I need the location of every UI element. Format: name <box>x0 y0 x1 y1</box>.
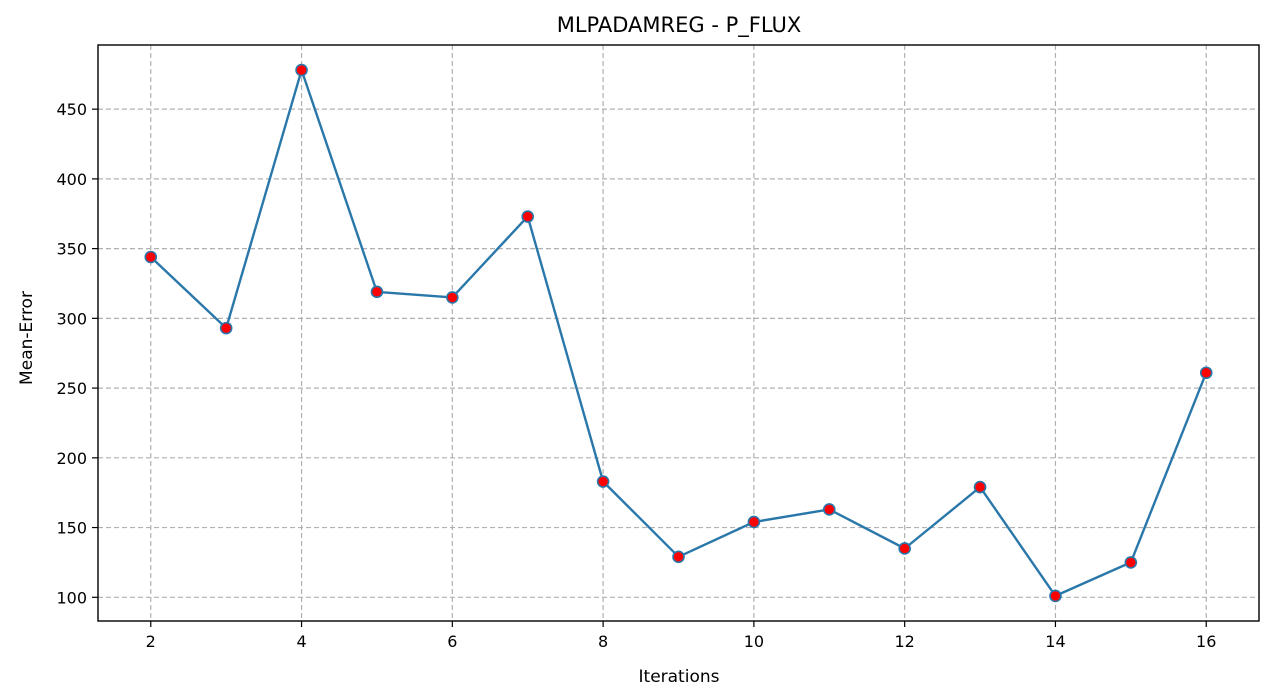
data-point <box>747 515 761 529</box>
x-tick-label: 4 <box>296 632 306 651</box>
y-tick-label: 400 <box>56 170 87 189</box>
data-point <box>822 503 836 516</box>
y-tick-label: 300 <box>56 309 87 328</box>
data-point <box>1199 366 1213 380</box>
y-tick-label: 100 <box>56 588 87 607</box>
data-point <box>973 480 987 494</box>
data-point <box>898 542 911 555</box>
axis-ticks: 2 4 6 8 10 12 14 16 100 150 200 250 300 350 400 450 <box>56 100 1216 651</box>
x-axis-label: Iterations <box>639 667 720 687</box>
x-tick-label: 12 <box>894 632 914 651</box>
data-point <box>672 550 685 564</box>
data-point <box>1124 556 1138 569</box>
y-axis-label: Mean-Error <box>17 291 37 385</box>
data-point <box>1049 589 1062 603</box>
series-layer <box>144 63 1213 603</box>
plot-frame <box>97 44 1260 622</box>
y-tick-label: 350 <box>56 240 87 259</box>
y-tick-label: 250 <box>56 379 87 398</box>
y-tick-label: 150 <box>56 519 87 538</box>
x-tick-label: 10 <box>744 632 764 651</box>
x-tick-label: 8 <box>598 632 608 651</box>
data-point <box>521 210 535 223</box>
grid <box>98 45 1259 621</box>
data-point <box>144 250 158 264</box>
data-point <box>295 63 308 77</box>
x-tick-label: 16 <box>1196 632 1216 651</box>
x-tick-label: 6 <box>447 632 457 651</box>
y-tick-label: 450 <box>56 100 87 119</box>
data-point <box>370 285 384 299</box>
x-tick-label: 2 <box>146 632 156 651</box>
series-line <box>149 68 1208 598</box>
data-point <box>219 321 233 335</box>
x-tick-label: 14 <box>1045 632 1065 651</box>
data-point <box>446 291 459 304</box>
data-point <box>596 475 610 488</box>
y-tick-label: 200 <box>56 449 87 468</box>
chart-title: MLPADAMREG - P_FLUX <box>557 13 802 38</box>
